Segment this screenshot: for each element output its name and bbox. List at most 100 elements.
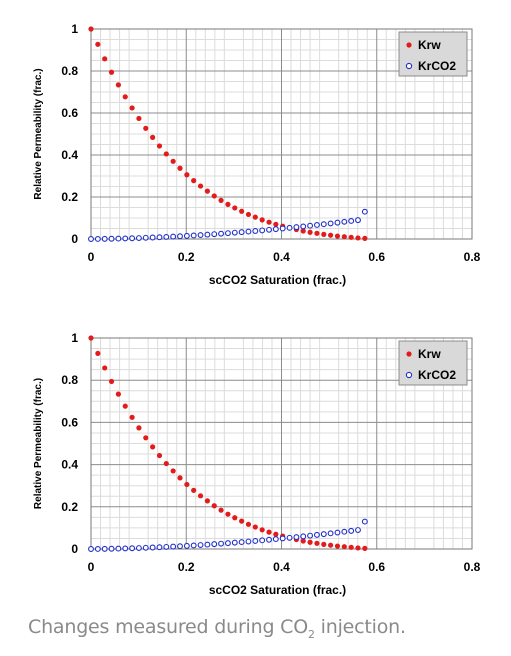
krco2-data-point bbox=[238, 229, 245, 236]
y-tick-label: 0.6 bbox=[61, 415, 78, 429]
krco2-data-point bbox=[272, 536, 279, 543]
krco2-data-point bbox=[211, 541, 218, 548]
krco2-data-point bbox=[224, 540, 231, 547]
y-tick-label: 0.4 bbox=[61, 458, 78, 472]
legend-label-krco2: KrCO2 bbox=[418, 59, 456, 73]
krco2-data-point bbox=[313, 222, 320, 228]
krco2-data-point bbox=[348, 218, 355, 224]
x-tick-label: 0.4 bbox=[273, 250, 290, 264]
krw-data-point bbox=[136, 115, 142, 122]
krw-data-point bbox=[266, 219, 272, 225]
legend-marker-krco2 bbox=[405, 371, 413, 379]
krw-data-point bbox=[252, 214, 258, 220]
caption-text-before: Changes measured during CO bbox=[28, 616, 309, 638]
krco2-data-point bbox=[170, 233, 177, 240]
krw-data-point bbox=[122, 94, 128, 100]
krw-data-point bbox=[245, 211, 252, 218]
y-tick-label: 0.8 bbox=[61, 373, 78, 387]
krw-data-point bbox=[307, 539, 313, 545]
krw-data-point bbox=[348, 234, 354, 240]
krco2-data-point bbox=[300, 223, 307, 230]
x-tick-label: 0 bbox=[88, 560, 95, 574]
krw-data-point bbox=[156, 452, 163, 459]
x-axis-title: scCO2 Saturation (frac.) bbox=[209, 273, 346, 287]
krw-data-point bbox=[334, 543, 341, 549]
krco2-data-point bbox=[163, 543, 170, 550]
krco2-data-point bbox=[327, 530, 334, 537]
krw-data-point bbox=[225, 511, 231, 517]
krco2-data-point bbox=[115, 235, 122, 242]
krco2-data-point bbox=[320, 221, 327, 228]
krco2-data-point bbox=[197, 542, 204, 548]
krw-data-point bbox=[108, 378, 115, 385]
krco2-data-point bbox=[327, 220, 334, 227]
krco2-data-point bbox=[252, 537, 259, 544]
krco2-data-point bbox=[341, 528, 348, 535]
krw-data-point bbox=[163, 460, 169, 467]
krco2-data-point bbox=[238, 539, 245, 546]
x-tick-label: 0.8 bbox=[464, 250, 481, 264]
krco2-data-point bbox=[245, 228, 252, 235]
krco2-data-point bbox=[163, 233, 170, 240]
krco2-data-point bbox=[341, 218, 348, 225]
krw-data-point bbox=[170, 468, 176, 474]
krco2-data-point bbox=[266, 536, 272, 543]
krw-data-point bbox=[102, 56, 108, 62]
krw-data-point bbox=[204, 498, 210, 504]
y-tick-label: 0 bbox=[71, 232, 78, 246]
krco2-data-point bbox=[94, 546, 101, 552]
x-tick-label: 0.4 bbox=[273, 560, 290, 574]
krco2-data-point bbox=[361, 518, 368, 525]
legend-marker-krco2 bbox=[405, 62, 413, 70]
krco2-data-point bbox=[355, 217, 361, 224]
krw-data-point bbox=[115, 391, 121, 397]
krw-data-point bbox=[218, 507, 224, 513]
plot-area-border bbox=[90, 337, 473, 550]
krco2-data-point bbox=[231, 229, 238, 236]
legend-label-krco2: KrCO2 bbox=[418, 368, 456, 382]
krco2-data-point bbox=[190, 232, 197, 239]
krw-data-point bbox=[232, 205, 238, 211]
krw-data-point bbox=[197, 183, 204, 189]
krw-data-point bbox=[252, 524, 258, 530]
krco2-data-point bbox=[320, 531, 327, 538]
krw-data-point bbox=[362, 235, 368, 241]
krco2-data-point bbox=[142, 234, 149, 241]
legend-marker-krw bbox=[406, 42, 412, 48]
krco2-data-point bbox=[156, 234, 163, 241]
krco2-data-point bbox=[218, 540, 225, 547]
krw-data-point bbox=[191, 178, 197, 184]
krco2-data-point bbox=[224, 230, 231, 237]
krco2-data-point bbox=[94, 236, 101, 242]
krco2-data-point bbox=[272, 226, 279, 233]
krco2-data-point bbox=[190, 542, 197, 549]
krw-data-point bbox=[95, 41, 101, 47]
krw-data-point bbox=[115, 82, 121, 88]
krco2-data-point bbox=[204, 541, 211, 548]
krw-data-point bbox=[143, 435, 149, 441]
krco2-data-point bbox=[135, 545, 142, 551]
y-tick-label: 0.2 bbox=[61, 500, 78, 514]
krw-data-point bbox=[218, 197, 224, 203]
krco2-data-point bbox=[300, 533, 307, 540]
krco2-data-point bbox=[252, 228, 259, 234]
krw-data-point bbox=[177, 165, 183, 171]
krw-data-point bbox=[108, 69, 115, 75]
krco2-data-point bbox=[108, 235, 115, 242]
krw-data-point bbox=[232, 515, 238, 521]
krw-data-point bbox=[177, 475, 183, 481]
krw-data-point bbox=[300, 228, 306, 234]
krco2-data-point bbox=[156, 544, 163, 551]
krw-data-point bbox=[259, 527, 265, 533]
caption-text-after: injection. bbox=[314, 616, 406, 638]
krco2-data-point bbox=[101, 545, 108, 552]
krw-data-point bbox=[225, 201, 231, 207]
relative-permeability-chart-bottom: 0 0.2 0.4 0.6 0.8 0 0.2 0.4 0.6 0.8 1 scCO2 Saturat… bbox=[33, 331, 481, 597]
krw-data-point bbox=[273, 221, 279, 227]
krw-data-point bbox=[88, 26, 94, 32]
krw-data-point bbox=[314, 540, 320, 546]
krw-data-point bbox=[129, 414, 135, 420]
krw-data-point bbox=[239, 518, 245, 524]
chart-legend: Krw KrCO2 bbox=[398, 31, 468, 77]
x-tick-label: 0.2 bbox=[178, 560, 195, 574]
